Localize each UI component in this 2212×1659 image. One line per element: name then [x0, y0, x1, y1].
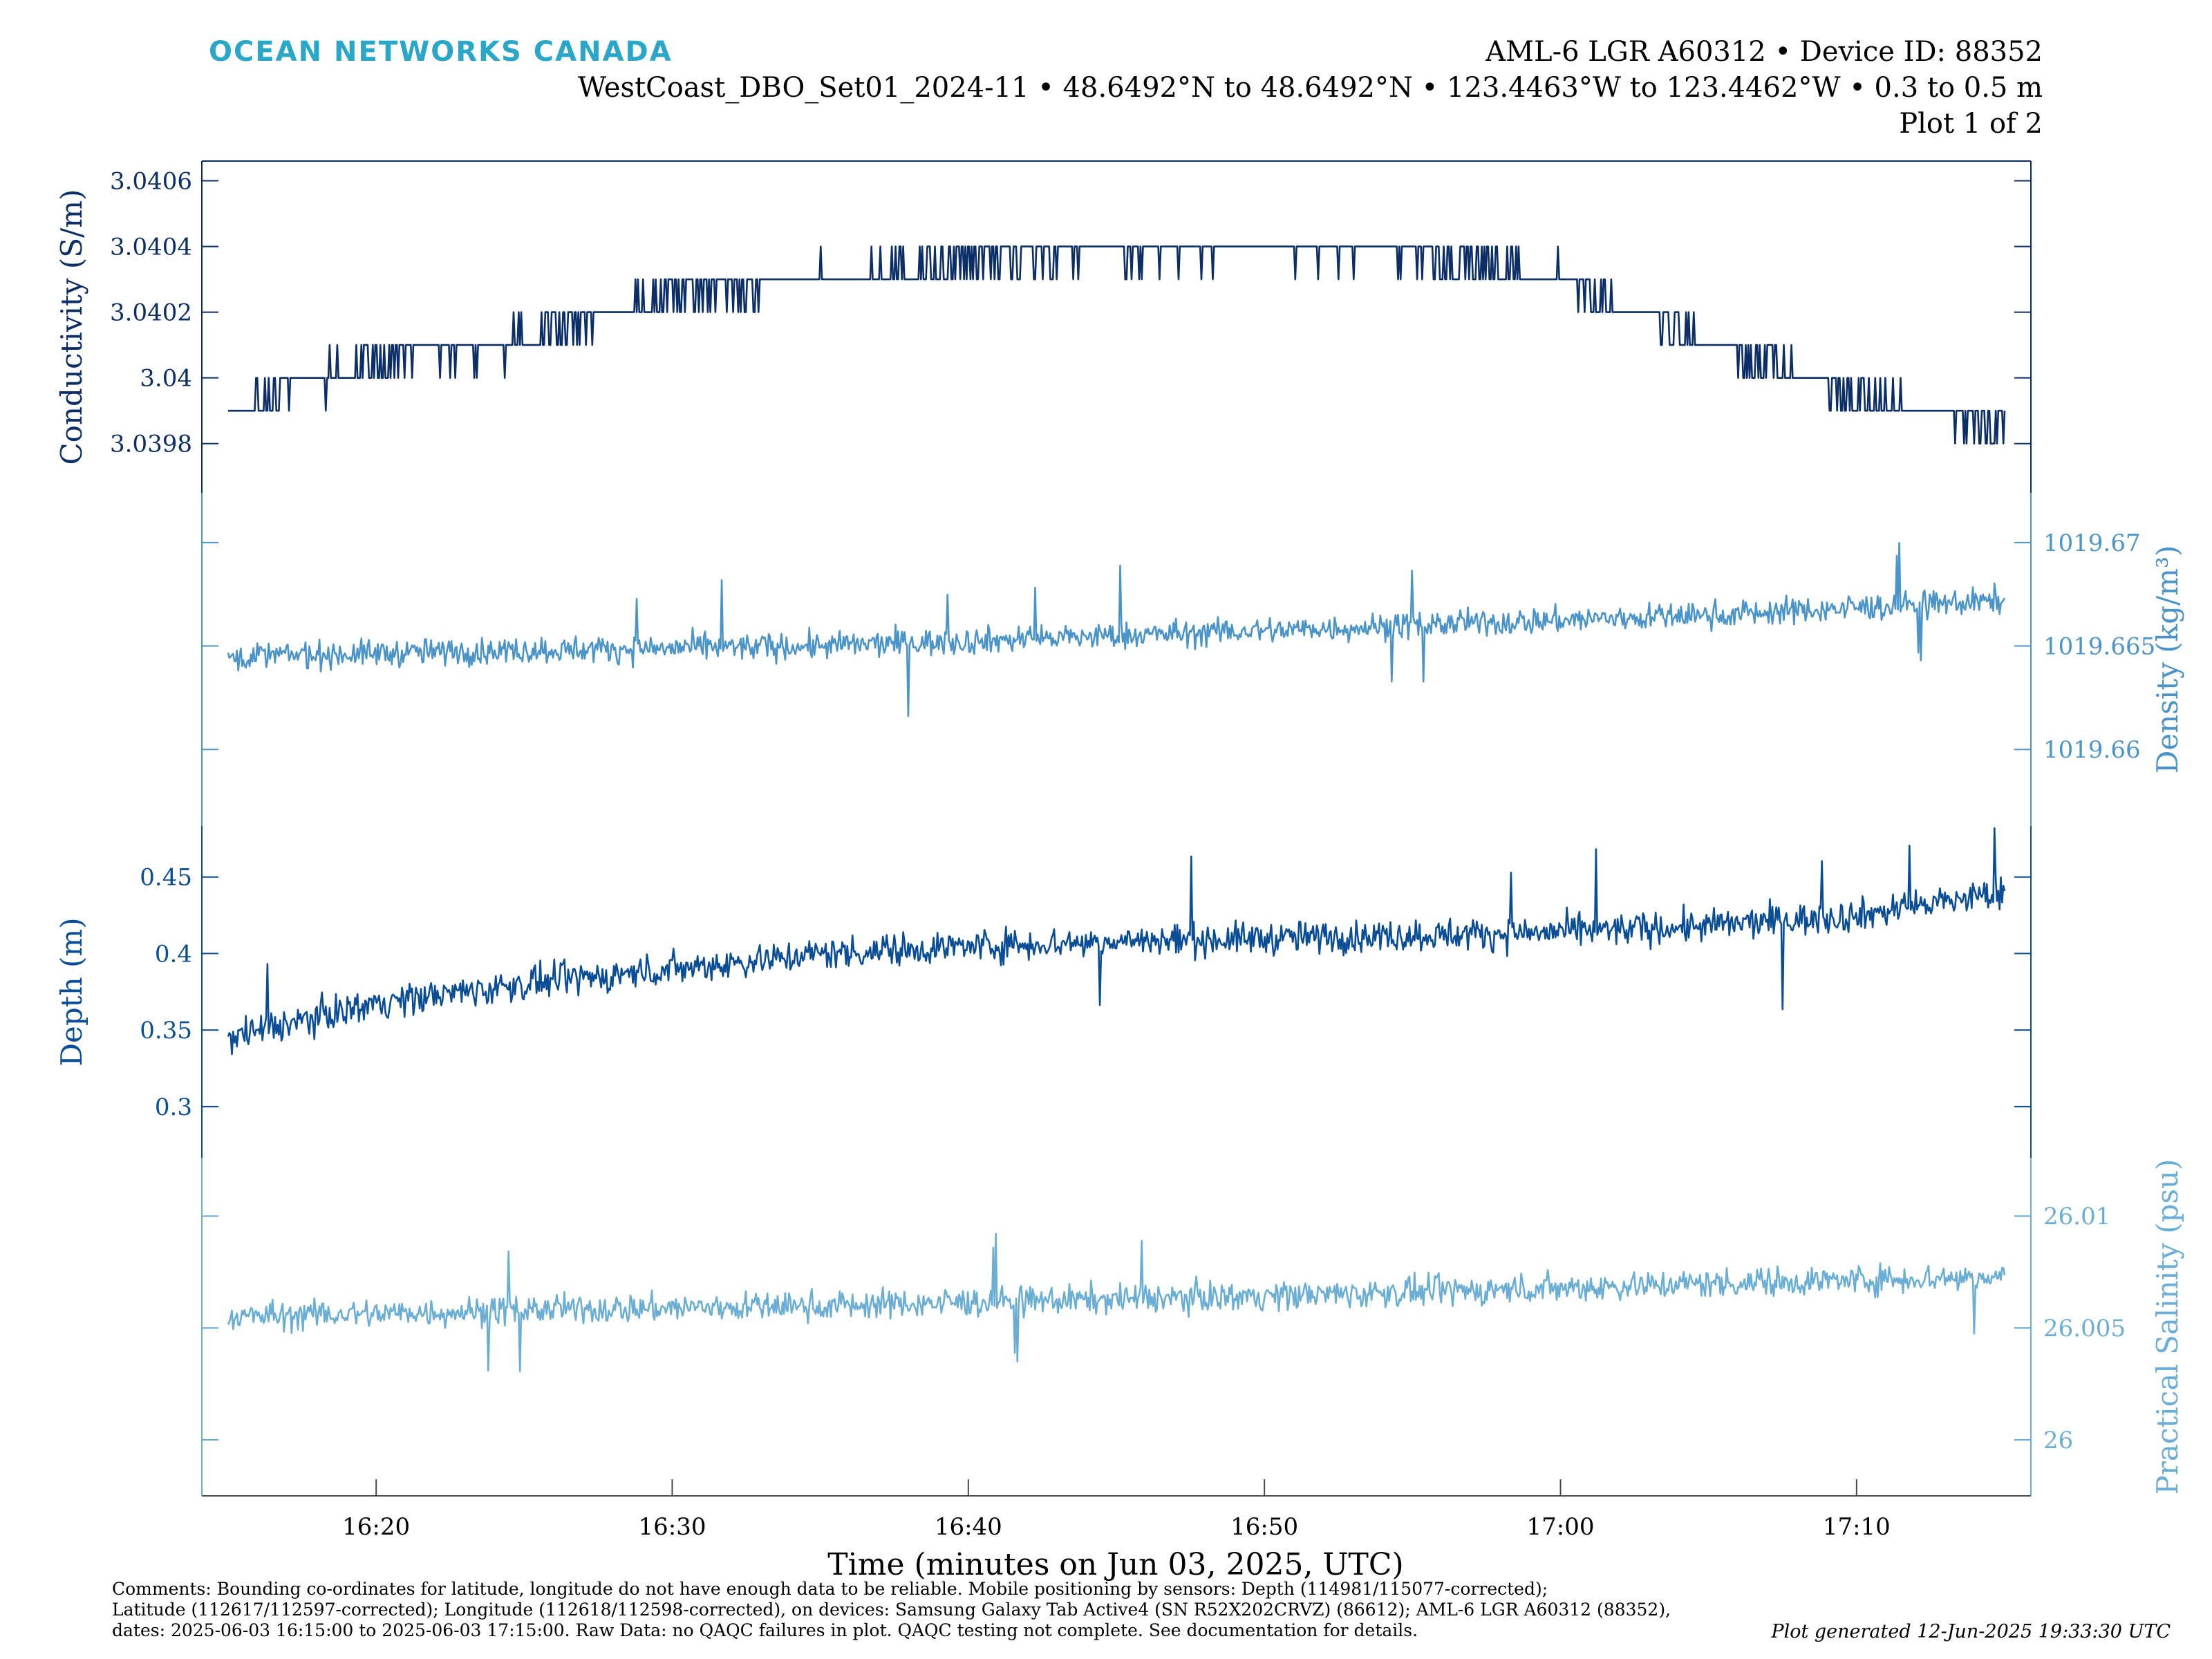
conductivity-tick-label: 3.0404 [110, 234, 192, 261]
x-tick-label: 16:20 [342, 1513, 410, 1541]
depth-tick-label: 0.4 [155, 940, 192, 968]
depth-tick-label: 0.45 [140, 864, 192, 892]
conductivity-tick-label: 3.0402 [110, 299, 192, 327]
depth-tick-label: 0.35 [140, 1017, 192, 1044]
density-axis-label: Density (kg/m³) [2150, 545, 2184, 774]
practical-salinity-series-line [227, 1232, 2006, 1373]
conductivity-tick-label: 3.0398 [110, 431, 192, 458]
depth-tick-label: 0.3 [155, 1094, 192, 1121]
conductivity-tick-label: 3.0406 [110, 168, 192, 196]
comment-line-2: Latitude (112617/112597-corrected); Long… [112, 1600, 1671, 1620]
conductivity-series-line [228, 245, 2006, 444]
x-tick-label: 16:50 [1230, 1513, 1298, 1541]
practical-salinity-tick-label: 26 [2043, 1427, 2073, 1454]
practical-salinity-tick-label: 26.005 [2043, 1315, 2126, 1342]
comment-line-1: Comments: Bounding co-ordinates for lati… [112, 1579, 1548, 1599]
conductivity-axis-label: Conductivity (S/m) [55, 189, 88, 465]
depth-series-line [227, 827, 2006, 1056]
location-title: WestCoast_DBO_Set01_2024-11 • 48.6492°N … [578, 72, 2043, 104]
conductivity-tick-label: 3.04 [140, 365, 192, 393]
x-tick-label: 17:10 [1823, 1513, 1891, 1541]
depth-axis-label: Depth (m) [55, 917, 88, 1066]
density-tick-label: 1019.67 [2043, 529, 2141, 557]
device-title: AML-6 LGR A60312 • Device ID: 88352 [1485, 36, 2043, 68]
x-tick-label: 16:40 [935, 1513, 1002, 1541]
comment-line-3: dates: 2025-06-03 16:15:00 to 2025-06-03… [112, 1620, 1418, 1640]
practical-salinity-axis-label: Practical Salinity (psu) [2150, 1159, 2184, 1495]
brand-logo: OCEAN NETWORKS CANADA [209, 36, 673, 68]
x-tick-label: 16:30 [639, 1513, 706, 1541]
practical-salinity-tick-label: 26.01 [2043, 1203, 2110, 1230]
density-tick-label: 1019.66 [2043, 736, 2141, 764]
density-series-line [227, 542, 2006, 718]
density-tick-label: 1019.665 [2043, 633, 2155, 661]
x-axis-label: Time (minutes on Jun 03, 2025, UTC) [827, 1547, 1404, 1582]
x-tick-label: 17:00 [1527, 1513, 1595, 1541]
generated-timestamp: Plot generated 12-Jun-2025 19:33:30 UTC [1771, 1621, 2171, 1642]
plot-number: Plot 1 of 2 [1899, 108, 2043, 140]
